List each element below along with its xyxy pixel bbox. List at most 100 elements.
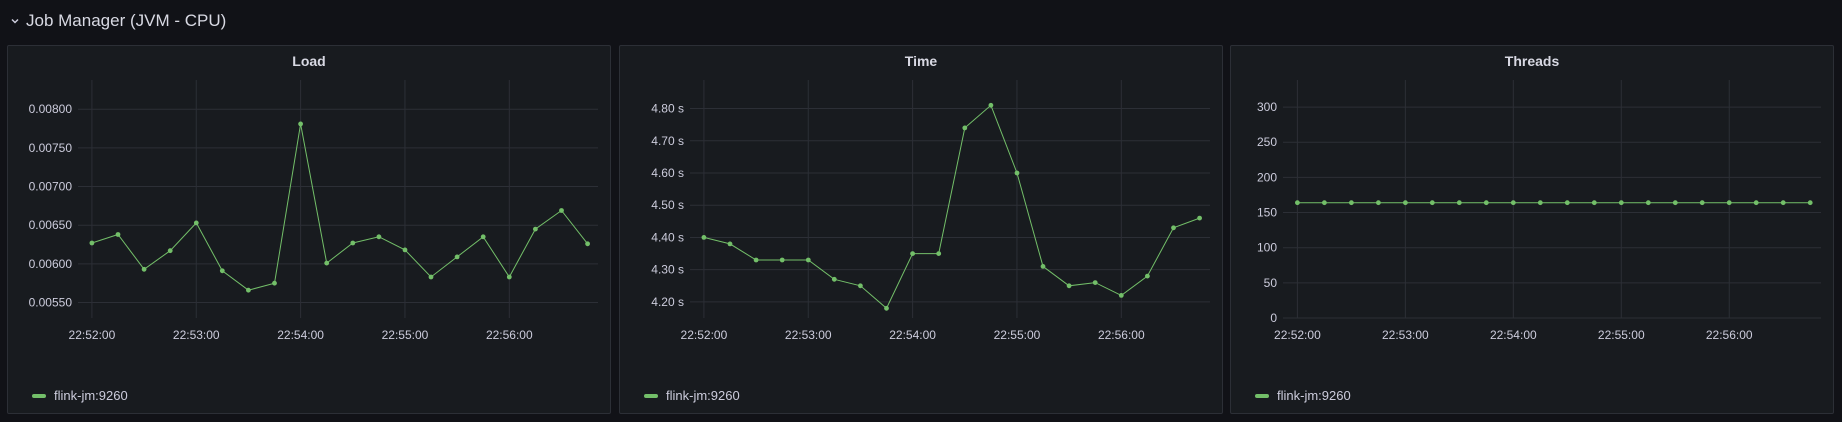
data-point [1014,170,1020,176]
data-point [115,232,121,237]
data-point [1040,264,1046,269]
panel-time[interactable]: Time 4.20 s 4.30 s 4.40 s 4.50 s 4.60 s 4.70 … [619,45,1223,414]
y-tick-label: 4.40 s [651,230,684,244]
data-point [1618,200,1624,206]
panel-threads[interactable]: Threads 0 50 100 150 200 250 300 22:52:00 22:53:… [1230,45,1834,414]
data-point [805,257,811,263]
data-point [428,274,434,280]
legend-item[interactable]: flink-jm:9260 [1255,388,1351,403]
grid [1283,80,1821,319]
data-point [1753,200,1759,206]
y-tick-label: 4.50 s [651,198,684,212]
y-tick-label: 0.00550 [29,296,73,310]
x-tick-label: 22:52:00 [69,328,116,342]
data-point [1066,283,1072,289]
data-point [1645,200,1651,206]
data-point [910,251,915,256]
x-tick-label: 22:55:00 [994,328,1041,342]
data-point [1591,200,1597,206]
data-point [193,220,199,226]
data-point [298,121,303,127]
legend-swatch [644,393,658,398]
data-point [1537,200,1543,206]
data-point [884,305,889,311]
data-point [1429,200,1435,206]
y-tick-label: 0.00700 [29,180,73,194]
data-point [1726,200,1732,206]
y-tick-label: 0 [1270,311,1277,325]
y-tick-label: 0.00600 [29,257,73,271]
y-tick-label: 0.00800 [29,102,73,116]
data-point [480,234,486,240]
data-point [272,280,277,286]
data-point [1780,200,1786,206]
x-tick-label: 22:56:00 [486,328,533,342]
data-point [831,276,837,282]
x-tick-label: 22:54:00 [277,328,324,342]
data-point [1349,200,1354,206]
y-tick-label: 100 [1257,241,1277,255]
legend-swatch [1255,393,1269,398]
data-point [246,287,251,293]
data-point [858,283,863,289]
data-point [1171,225,1176,231]
x-tick-label: 22:55:00 [382,328,429,342]
y-tick-label: 0.00650 [29,218,73,232]
data-point [324,260,330,266]
x-tick-label: 22:55:00 [1598,328,1645,342]
y-tick-label: 200 [1257,170,1277,184]
x-tick-label: 22:56:00 [1706,328,1753,342]
y-tick-label: 150 [1257,206,1277,220]
x-tick-label: 22:52:00 [1274,328,1321,342]
x-tick-label: 22:52:00 [681,328,728,342]
data-point [1145,273,1150,279]
data-point [585,241,590,247]
grid [78,80,598,318]
legend-swatch [32,393,46,398]
y-tick-label: 4.80 s [651,102,684,116]
data-point [1807,200,1813,206]
x-tick-label: 22:54:00 [889,328,936,342]
legend-label: flink-jm:9260 [666,388,740,403]
data-point [1403,200,1408,206]
data-point [1322,200,1327,206]
data-point [376,234,382,240]
panel-load[interactable]: Load 0.00550 0.00600 0.00650 0.00700 0.00750… [7,45,611,414]
data-point [219,268,225,274]
data-point [167,248,173,254]
data-point [1456,200,1462,206]
data-point [988,102,994,108]
legend-label: flink-jm:9260 [1277,388,1351,403]
data-point [1564,200,1570,206]
legend-item[interactable]: flink-jm:9260 [644,388,740,403]
row-header-job-manager[interactable]: Job Manager (JVM - CPU) [10,6,226,36]
data-point [727,241,733,247]
data-point [936,251,942,256]
data-point [506,274,512,280]
data-point [1295,200,1300,206]
data-point [350,240,356,246]
legend-item[interactable]: flink-jm:9260 [32,388,128,403]
panel-title-threads[interactable]: Threads [1504,53,1560,69]
y-tick-label: 4.20 s [651,295,684,309]
data-point [1092,280,1098,285]
data-point [753,257,759,263]
time-chart: 4.20 s 4.30 s 4.40 s 4.50 s 4.60 s 4.70 s 4.80… [651,80,1210,342]
data-point [1672,200,1678,206]
y-tick-label: 300 [1257,100,1277,114]
chevron-down-icon [11,18,19,24]
data-point [1118,293,1124,298]
panel-title-time[interactable]: Time [904,53,938,69]
data-point [559,208,564,213]
panel-title-load[interactable]: Load [292,53,326,69]
y-tick-label: 50 [1264,276,1278,290]
y-tick-label: 0.00750 [29,141,73,155]
grid [690,80,1210,318]
row-title: Job Manager (JVM - CPU) [26,11,227,30]
data-point [962,125,968,131]
threads-chart: 0 50 100 150 200 250 300 22:52:00 22:53:00 22:54:… [1257,80,1821,342]
data-point [402,247,408,253]
data-point [1376,200,1381,206]
data-point [141,266,147,272]
y-tick-label: 4.30 s [651,263,684,277]
